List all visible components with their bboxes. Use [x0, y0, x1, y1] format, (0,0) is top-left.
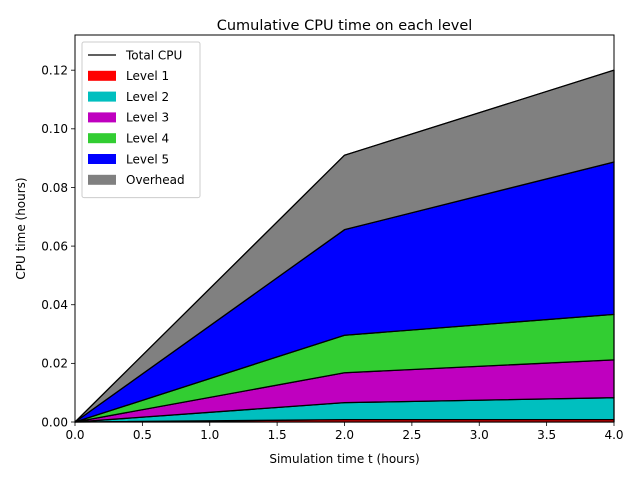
x-tick-label: 2.0: [335, 428, 354, 442]
x-tick-label: 1.5: [268, 428, 287, 442]
legend-label-level-1: Level 1: [126, 69, 169, 83]
legend-label-overhead: Overhead: [126, 173, 185, 187]
x-axis-label: Simulation time t (hours): [269, 452, 419, 466]
y-tick-label: 0.06: [41, 239, 68, 253]
x-tick-label: 3.5: [537, 428, 556, 442]
legend-swatch-level-2: [88, 91, 116, 102]
x-tick-label: 2.5: [402, 428, 421, 442]
legend-swatch-level-1: [88, 70, 116, 81]
ticks-layer: 0.0 0.5 1.0 1.5 2.0 2.5 3.0 3.5 4.0 0.00 0.02 0.04 0…: [41, 63, 623, 442]
x-tick-label: 3.0: [470, 428, 489, 442]
legend-label-level-4: Level 4: [126, 132, 169, 146]
y-axis-label: CPU time (hours): [14, 177, 28, 279]
areas-layer: [74, 69, 615, 423]
total-cpu-line: [74, 69, 615, 423]
legend-label-level-2: Level 2: [126, 90, 169, 104]
legend-swatch-level-4: [88, 133, 116, 144]
y-tick-label: 0.04: [41, 298, 68, 312]
legend-label-level-3: Level 3: [126, 111, 169, 125]
x-tick-label: 1.0: [200, 428, 219, 442]
legend-swatch-level-3: [88, 112, 116, 123]
y-tick-label: 0.02: [41, 357, 68, 371]
legend-label-level-5: Level 5: [126, 152, 169, 166]
legend-swatch-overhead: [88, 174, 116, 185]
x-tick-label: 0.0: [65, 428, 84, 442]
y-tick-label: 0.10: [41, 122, 68, 136]
legend: Total CPU Level 1 Level 2 Level 3 Level 4 Lev…: [81, 41, 201, 199]
chart-title: Cumulative CPU time on each level: [217, 18, 473, 34]
y-tick-label: 0.00: [41, 415, 68, 429]
legend-label-total-cpu: Total CPU: [125, 48, 182, 62]
y-tick-label: 0.08: [41, 181, 68, 195]
y-tick-label: 0.12: [41, 63, 68, 77]
legend-swatch-level-5: [88, 154, 116, 164]
x-tick-label: 0.5: [133, 428, 152, 442]
x-tick-label: 4.0: [604, 428, 623, 442]
